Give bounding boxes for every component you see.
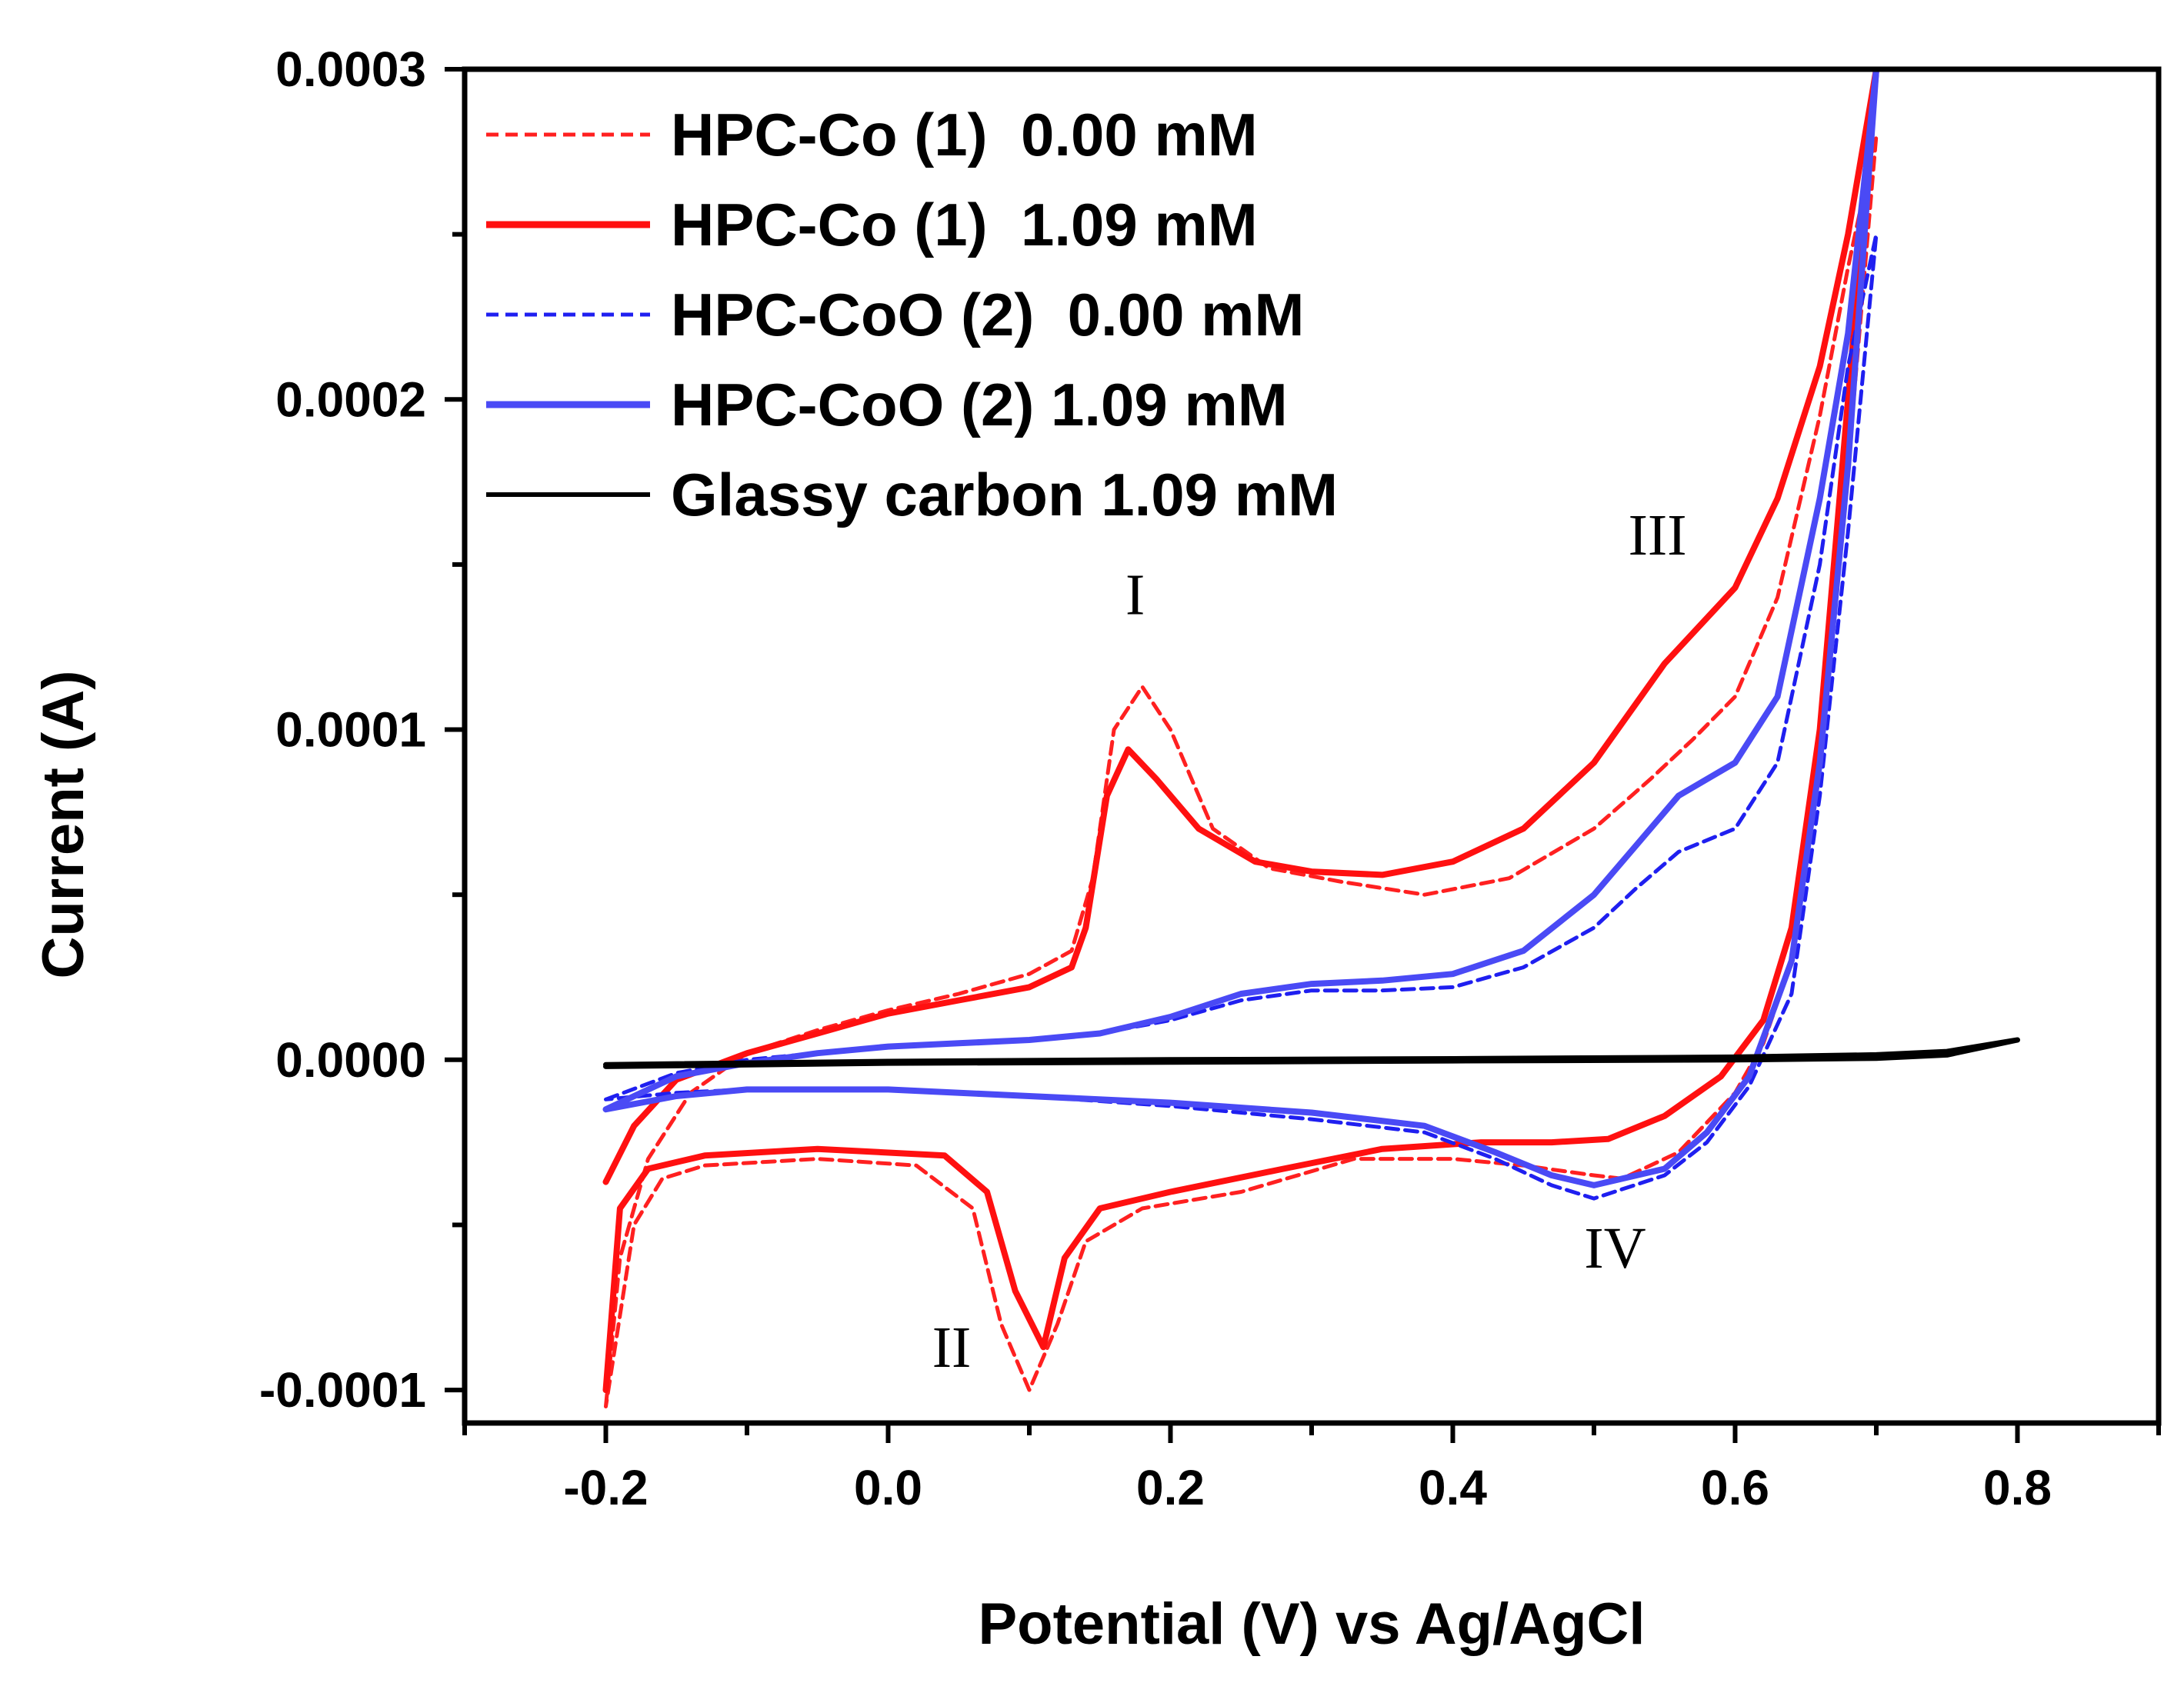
x-tick-label: 0.2 xyxy=(1136,1460,1205,1515)
x-tick-label: -0.2 xyxy=(563,1460,648,1515)
x-tick-label: 0.8 xyxy=(1983,1460,2052,1515)
legend-label-2: HPC-CoO (2) 0.00 mM xyxy=(671,281,1304,348)
series-layer xyxy=(602,69,2020,1408)
y-tick-label: -0.0001 xyxy=(259,1362,426,1418)
peak-label: II xyxy=(932,1315,972,1380)
legend-label-3: HPC-CoO (2) 1.09 mM xyxy=(671,371,1288,438)
legend-label-1: HPC-Co (1) 1.09 mM xyxy=(671,191,1258,258)
y-tick-label: 0.0000 xyxy=(275,1032,426,1088)
plot-frame xyxy=(462,66,2162,1426)
y-tick-label: 0.0003 xyxy=(275,42,426,97)
peak-label: I xyxy=(1125,562,1145,627)
legend-label-0: HPC-Co (1) 0.00 mM xyxy=(671,101,1258,168)
y-tick-label: 0.0001 xyxy=(275,702,426,758)
y-tick-label: 0.0002 xyxy=(275,372,426,427)
peak-label: IV xyxy=(1584,1216,1646,1281)
y-axis-title: Current (A) xyxy=(31,670,96,978)
series-line-3 xyxy=(602,69,1879,1188)
labels-layer: -0.2 0.0 0.2 0.4 0.6 0.8 -0.0001 0.0000 0.0001 0.… xyxy=(259,42,2052,1515)
series-line-1 xyxy=(602,69,1879,1394)
series-line-4 xyxy=(603,1037,2020,1069)
legend: HPC-Co (1) 0.00 mM HPC-Co (1) 1.09 mM HPC-… xyxy=(486,101,1338,528)
peak-label: III xyxy=(1629,503,1687,568)
x-tick-label: 0.4 xyxy=(1419,1460,1487,1515)
legend-label-4: Glassy carbon 1.09 mM xyxy=(671,461,1338,528)
x-axis-title: Potential (V) vs Ag/AgCl xyxy=(978,1591,1645,1657)
x-tick-label: 0.0 xyxy=(854,1460,922,1515)
x-tick-label: 0.6 xyxy=(1701,1460,1769,1515)
ticks-layer xyxy=(445,67,2161,1443)
